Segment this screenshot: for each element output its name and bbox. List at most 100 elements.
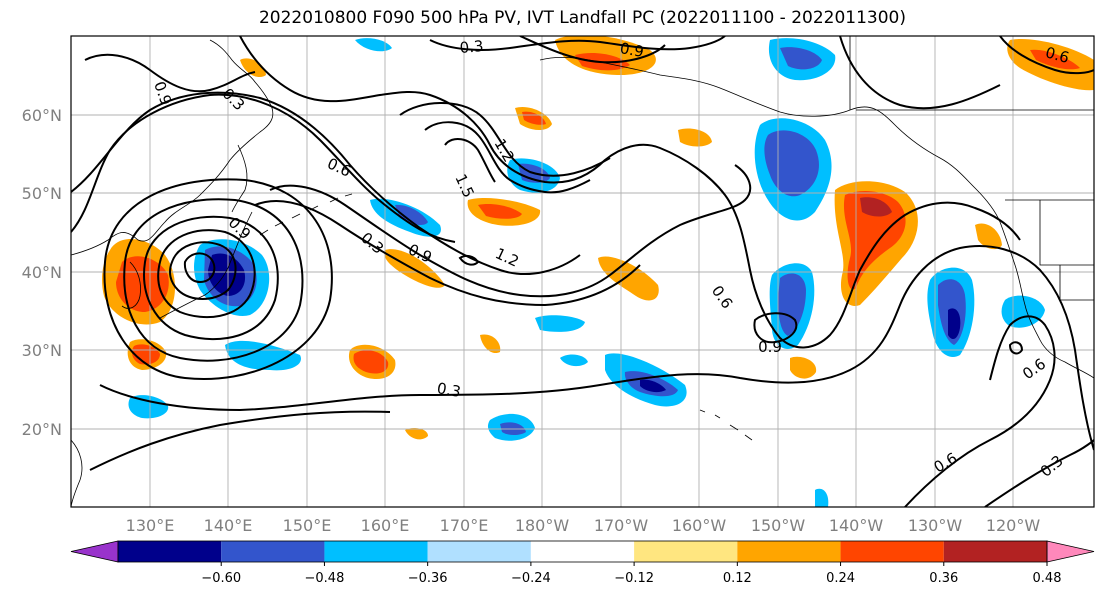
shade-blob [355,38,392,52]
contour-line [458,254,480,266]
colorbar-extend-low [70,540,119,563]
shade-blob [948,308,961,340]
contour-line [239,36,1021,349]
shade-blob [405,428,428,440]
contour-label: 0.3 [436,379,463,401]
colorbar-segment [634,541,738,562]
colorbar-outline [117,540,1048,563]
contour-line [99,245,1094,451]
latitude-tick-labels: 20°N 30°N 40°N 50°N 60°N [22,106,62,439]
contour-label: 0.9 [619,39,646,61]
colorbar-tick-label: −0.12 [614,571,654,586]
colorbar-segment [221,541,325,562]
contour-line [71,91,581,276]
lat-tick-label: 50°N [22,184,62,203]
coast-hawaii [699,409,753,441]
colorbar-tick-label: 0.12 [723,571,752,586]
lon-tick-label: 140°E [204,516,253,535]
lon-tick-label: 170°E [440,516,489,535]
contour-line [169,241,237,300]
contour-line [123,198,304,362]
colorbar-tick-label: 0.24 [826,571,855,586]
contour-line [429,36,726,51]
coast-kamchatka [231,144,248,213]
colorbar-tick-label: −0.60 [201,571,241,586]
shade-blob [843,190,906,290]
contour-label: 0.6 [1043,43,1071,67]
contour-line [399,102,611,177]
lon-tick-label: 140°W [829,516,884,535]
contour-line [157,229,256,319]
lat-tick-label: 60°N [22,106,62,125]
contour-line [999,36,1094,75]
contour-label: 0.3 [459,37,484,57]
colorbar-segment [530,541,635,562]
shade-blob [1001,295,1045,328]
shade-blob [790,356,817,379]
lon-tick-label: 150°W [751,516,806,535]
shade-blob [598,256,659,301]
shade-blob [128,395,169,419]
colorbar-segment [118,541,222,562]
colorbar-segment [943,541,1047,562]
lon-tick-label: 130°W [908,516,963,535]
contour-line [254,200,641,307]
lat-tick-label: 40°N [22,263,62,282]
lon-tick-label: 160°E [361,516,410,535]
lon-tick-label: 120°W [986,516,1041,535]
shade-blob [678,128,712,147]
shade-blob [480,334,501,354]
lat-tick-label: 30°N [22,341,62,360]
shade-blob [778,273,806,336]
contour-line [143,215,279,341]
coast-aleutians [259,193,353,236]
map-title: 2022010800 F090 500 hPa PV, IVT Landfall… [258,8,906,28]
contour-line [444,138,496,183]
shade-blob [240,58,266,78]
shade-blob [116,256,169,312]
lon-tick-label: 170°W [594,516,649,535]
colorbar: −0.60 −0.48 −0.36 −0.24 −0.12 0.12 0.24 0.36 0.4… [70,540,1095,586]
colorbar-tick-label: 0.36 [929,571,958,586]
shade-blob [780,47,822,70]
contour-line [89,410,391,471]
shade-blob [815,488,829,507]
contour-line [753,312,798,344]
contour-line [103,178,333,380]
contour-label: 0.9 [758,338,782,356]
lon-tick-label: 160°W [672,516,727,535]
colorbar-tick-label: 0.48 [1033,571,1062,586]
coast-alaska-north [849,36,1094,111]
shade-blob [560,354,588,367]
lat-tick-label: 20°N [22,420,62,439]
contour-line [839,36,1001,110]
shade-blob [353,350,389,374]
coast-japan [159,211,253,319]
coastlines [71,36,1094,507]
contour-line [1008,341,1024,355]
colorbar-tick-label: −0.48 [305,571,345,586]
colorbar-segment [427,541,531,562]
shade-blob [395,204,428,225]
contour-line [183,252,216,284]
shade-blob [860,197,892,217]
shade-blob [640,379,666,393]
colorbar-tick-label: −0.36 [408,571,448,586]
contour-line [519,36,666,64]
coast-asia [71,39,274,256]
colorbar-segment [737,541,841,562]
lon-tick-label: 180°W [515,516,570,535]
coast-na-west [999,221,1094,379]
contour-line [904,315,1056,507]
contour-line [84,53,256,93]
colorbar-extend-high [1046,540,1095,563]
shade-blob [478,204,522,219]
pv-contours [71,36,1094,507]
shade-blob [535,315,585,332]
coast-alaska [539,56,1001,223]
shade-blob [225,340,301,371]
shade-blob [975,223,1002,250]
colorbar-tick-label: −0.24 [511,571,551,586]
coast-philippines [71,439,83,507]
